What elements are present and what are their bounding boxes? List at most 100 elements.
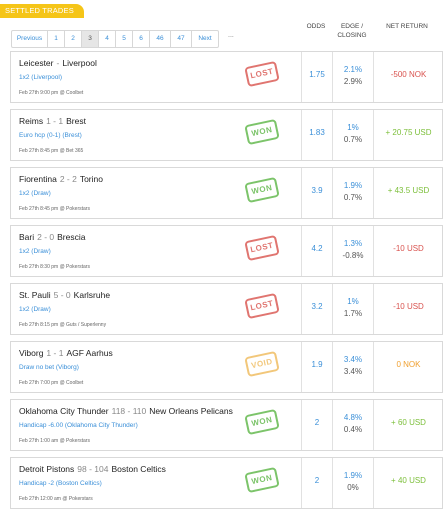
trade-row[interactable]: Detroit Pistons 98 - 104 Boston Celtics Han… [10, 457, 443, 509]
row-divider [332, 458, 333, 508]
row-divider [301, 168, 302, 218]
row-divider [373, 52, 374, 102]
page-2-button[interactable]: 2 [65, 31, 82, 47]
closing-value: 0.4% [343, 425, 363, 434]
result-stamp: WON [244, 176, 280, 204]
home-team: Oklahoma City Thunder [19, 406, 109, 416]
home-team: Reims [19, 116, 44, 126]
bet-meta: Feb 27th 8:45 pm @ Bet 365 [19, 148, 84, 154]
match-teams: Reims 1 - 1 Brest [19, 116, 86, 126]
bet-market[interactable]: 1x2 (Draw) [19, 248, 51, 255]
pagination-ellipsis: ... [228, 32, 234, 39]
trade-row[interactable]: Reims 1 - 1 Brest Euro hcp (0-1) (Brest) Feb… [10, 109, 443, 161]
result-stamp: LOST [244, 292, 280, 320]
result-stamp: LOST [244, 60, 280, 88]
bet-market[interactable]: Handicap -6.00 (Oklahoma City Thunder) [19, 422, 138, 429]
row-divider [373, 110, 374, 160]
row-divider [301, 110, 302, 160]
result-stamp: WON [244, 118, 280, 146]
closing-value: 0.7% [343, 193, 363, 202]
net-return-value: -10 USD [393, 244, 424, 253]
bet-meta: Feb 27th 9:00 pm @ Coolbet [19, 90, 84, 96]
page-previous-button[interactable]: Previous [12, 31, 48, 47]
edge-closing: 1.9% 0.7% [332, 180, 374, 204]
bet-market[interactable]: 1x2 (Liverpool) [19, 74, 62, 81]
away-team: Liverpool [62, 58, 97, 68]
result-stamp: WON [244, 408, 280, 436]
match-teams: St. Pauli 5 - 0 Karlsruhe [19, 290, 110, 300]
home-team: Bari [19, 232, 35, 242]
match-score: 98 - 104 [77, 464, 109, 474]
odds-value: 3.9 [311, 186, 323, 195]
column-header-edge-line1: EDGE / [340, 23, 364, 30]
column-header-edge-line2: CLOSING [337, 32, 367, 39]
closing-value: -0.8% [342, 251, 364, 260]
page-5-button[interactable]: 5 [116, 31, 133, 47]
bet-market[interactable]: Handicap -2 (Boston Celtics) [19, 480, 102, 487]
edge-value: 1% [347, 297, 359, 306]
closing-value: 0% [347, 483, 359, 492]
section-title: SETTLED TRADES [0, 4, 84, 18]
bet-market[interactable]: Draw no bet (Viborg) [19, 364, 79, 371]
edge-value: 1.3% [343, 239, 363, 248]
page-4-button[interactable]: 4 [99, 31, 116, 47]
edge-closing: 4.8% 0.4% [332, 412, 374, 436]
trade-row[interactable]: St. Pauli 5 - 0 Karlsruhe 1x2 (Draw) Feb 27t… [10, 283, 443, 335]
bet-meta: Feb 27th 8:30 pm @ Pokerstars [19, 264, 90, 270]
edge-closing: 1% 1.7% [332, 296, 374, 320]
trade-row[interactable]: Leicester - Liverpool 1x2 (Liverpool) Feb 27… [10, 51, 443, 103]
row-divider [332, 400, 333, 450]
pagination: Previous 1 2 3 4 5 6 46 47 Next [11, 30, 219, 48]
net-return-value: -500 NOK [390, 70, 427, 79]
row-divider [301, 284, 302, 334]
page-46-button[interactable]: 46 [150, 31, 171, 47]
edge-value: 3.4% [343, 355, 363, 364]
match-teams: Bari 2 - 0 Brescia [19, 232, 85, 242]
page-47-button[interactable]: 47 [171, 31, 192, 47]
result-stamp: LOST [244, 234, 280, 262]
net-return-value: 0 NOK [396, 360, 421, 369]
bet-meta: Feb 27th 8:45 pm @ Pokerstars [19, 206, 90, 212]
result-stamp: WON [244, 466, 280, 494]
page-6-button[interactable]: 6 [133, 31, 150, 47]
away-team: Karlsruhe [73, 290, 111, 300]
trade-row[interactable]: Viborg 1 - 1 AGF Aarhus Draw no bet (Viborg… [10, 341, 443, 393]
trade-row[interactable]: Oklahoma City Thunder 118 - 110 New Orlean… [10, 399, 443, 451]
closing-value: 1.7% [343, 309, 363, 318]
edge-value: 1.9% [343, 471, 363, 480]
away-team: New Orleans Pelicans [149, 406, 233, 416]
bet-market[interactable]: 1x2 (Draw) [19, 190, 51, 197]
match-score: 118 - 110 [111, 406, 147, 416]
trade-row[interactable]: Fiorentina 2 - 2 Torino 1x2 (Draw) Feb 27th … [10, 167, 443, 219]
bet-market[interactable]: Euro hcp (0-1) (Brest) [19, 132, 82, 139]
bet-meta: Feb 27th 1:00 am @ Pokerstars [19, 438, 90, 444]
match-teams: Fiorentina 2 - 2 Torino [19, 174, 103, 184]
odds-value: 3.2 [311, 302, 323, 311]
trade-row[interactable]: Bari 2 - 0 Brescia 1x2 (Draw) Feb 27th 8:30 … [10, 225, 443, 277]
column-header-edge: EDGE / CLOSING [331, 22, 373, 40]
away-team: Boston Celtics [111, 464, 166, 474]
bet-market[interactable]: 1x2 (Draw) [19, 306, 51, 313]
page-next-button[interactable]: Next [198, 35, 212, 42]
odds-value: 1.9 [311, 360, 323, 369]
match-teams: Detroit Pistons 98 - 104 Boston Celtics [19, 464, 166, 474]
match-score: 1 - 1 [46, 348, 64, 358]
row-divider [332, 52, 333, 102]
odds-value: 1.75 [309, 70, 325, 79]
net-return-value: + 40 USD [391, 476, 426, 485]
row-divider [301, 52, 302, 102]
row-divider [373, 226, 374, 276]
match-score: 2 - 0 [37, 232, 55, 242]
odds-value: 1.83 [309, 128, 325, 137]
row-divider [301, 226, 302, 276]
home-team: Detroit Pistons [19, 464, 75, 474]
net-return-value: + 43.5 USD [387, 186, 430, 195]
edge-value: 4.8% [343, 413, 363, 422]
odds-value: 2 [314, 418, 320, 427]
net-return-value: + 20.75 USD [385, 128, 432, 137]
row-divider [332, 342, 333, 392]
edge-closing: 2.1% 2.9% [332, 64, 374, 88]
column-header-odds: ODDS [306, 23, 326, 30]
page-1-button[interactable]: 1 [48, 31, 65, 47]
page-3-button[interactable]: 3 [82, 31, 99, 47]
